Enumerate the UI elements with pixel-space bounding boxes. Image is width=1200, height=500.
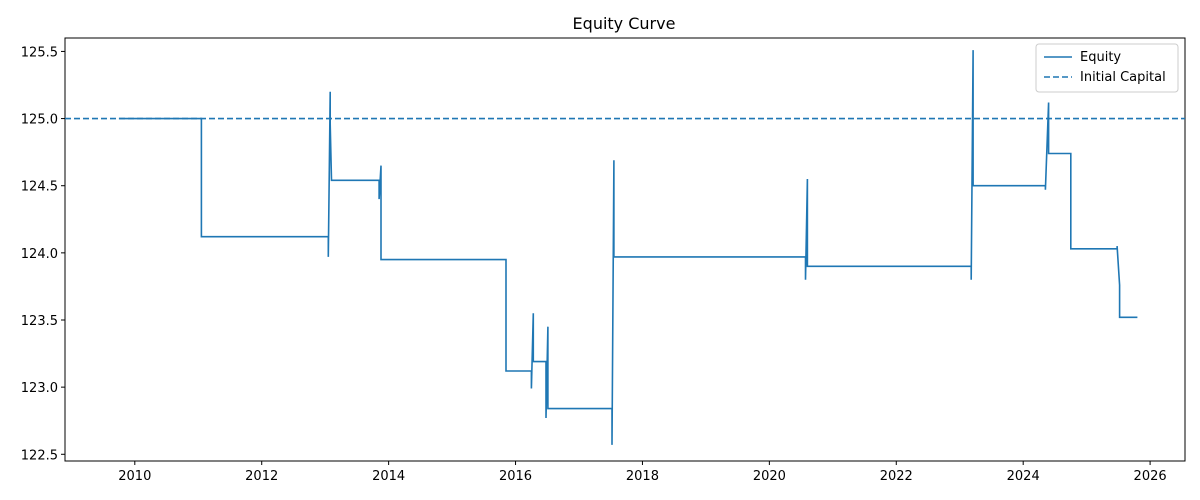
- x-tick-label: 2014: [372, 469, 405, 484]
- x-tick-label: 2024: [1007, 469, 1040, 484]
- y-axis: 122.5 123.0 123.5 124.0 124.5 125.0 125.5: [21, 45, 65, 463]
- x-tick-label: 2016: [499, 469, 532, 484]
- x-axis: 2010 2012 2014 2016 2018 2020 2022 2024 2026: [118, 461, 1167, 484]
- plot-area-frame: [64, 37, 1186, 462]
- y-tick-label: 124.5: [21, 180, 58, 195]
- x-tick-label: 2018: [626, 469, 659, 484]
- y-tick-label: 123.0: [21, 381, 58, 396]
- x-tick-label: 2020: [753, 469, 786, 484]
- y-tick-label: 125.0: [21, 113, 58, 128]
- y-tick-label: 124.0: [21, 247, 58, 262]
- x-tick-label: 2026: [1134, 469, 1167, 484]
- x-tick-label: 2010: [118, 469, 151, 484]
- legend: Equity Initial Capital: [1035, 43, 1179, 93]
- y-tick-label: 123.5: [21, 314, 58, 329]
- legend-box: [1035, 43, 1179, 93]
- legend-equity-label: Equity: [1080, 50, 1121, 65]
- chart-title: Equity Curve: [573, 14, 676, 33]
- x-tick-label: 2022: [880, 469, 913, 484]
- y-tick-label: 122.5: [21, 448, 58, 463]
- legend-initial-capital-label: Initial Capital: [1080, 70, 1166, 85]
- x-tick-label: 2012: [245, 469, 278, 484]
- equity-series-line: [118, 50, 1138, 445]
- y-tick-label: 125.5: [21, 45, 58, 60]
- plot-lines: [65, 50, 1185, 445]
